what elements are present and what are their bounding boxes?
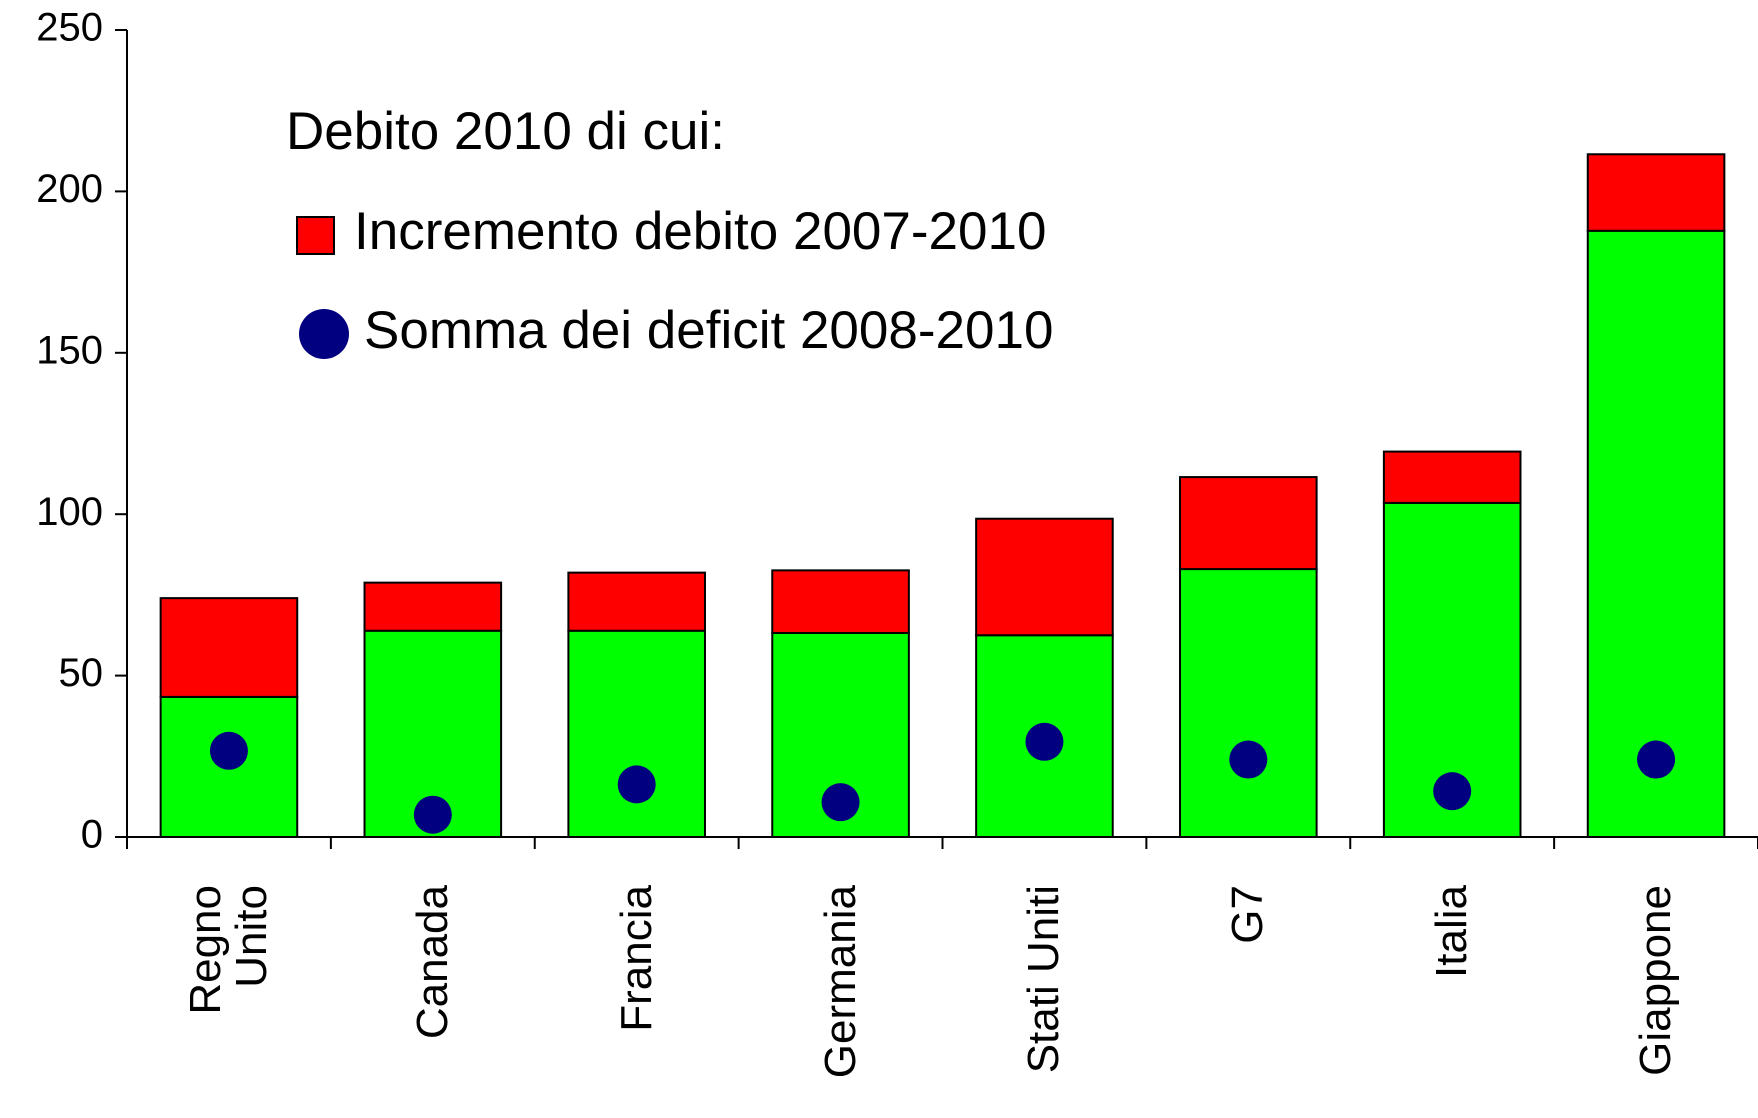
legend-swatch	[296, 216, 335, 255]
bar-segment	[771, 569, 910, 634]
x-tick-label: Regno Unito	[180, 885, 276, 1015]
bar-segment	[159, 597, 299, 698]
dot	[1229, 740, 1268, 779]
bar-segment	[1382, 450, 1522, 504]
bar-segment	[363, 581, 503, 632]
y-tick-label: 100	[36, 490, 103, 534]
dot	[617, 765, 656, 804]
y-tick-label: 0	[81, 813, 103, 857]
dot	[413, 795, 452, 834]
y-tick-label: 50	[59, 651, 104, 695]
dot	[1433, 772, 1472, 811]
dot	[1637, 740, 1676, 779]
y-tick-label: 200	[36, 167, 103, 211]
dot	[821, 783, 860, 822]
legend-label: Incremento debito 2007-2010	[354, 202, 1046, 261]
bar-segment	[1586, 229, 1726, 838]
legend-marker	[299, 309, 349, 359]
bar-segment	[1586, 153, 1726, 232]
dot	[1025, 722, 1064, 761]
x-tick-label: Canada	[407, 885, 457, 1040]
bar-segment	[567, 629, 706, 838]
bar-segment	[1179, 476, 1318, 571]
bar-segment	[975, 517, 1114, 637]
x-tick-label: Giappone	[1631, 885, 1681, 1076]
x-tick-label: Francia	[611, 885, 661, 1032]
y-tick-label: 150	[36, 328, 103, 372]
legend-title: Debito 2010 di cui:	[286, 102, 725, 161]
bar-segment	[1179, 568, 1318, 838]
y-tick-label: 250	[36, 6, 103, 50]
x-tick-label: Germania	[815, 885, 865, 1079]
bar-segment	[567, 571, 706, 632]
x-tick-label: Stati Uniti	[1019, 885, 1069, 1074]
dot	[209, 731, 248, 770]
x-tick-label: Italia	[1427, 885, 1477, 978]
x-tick-label: G7	[1223, 885, 1273, 944]
legend-label: Somma dei deficit 2008-2010	[364, 301, 1053, 360]
